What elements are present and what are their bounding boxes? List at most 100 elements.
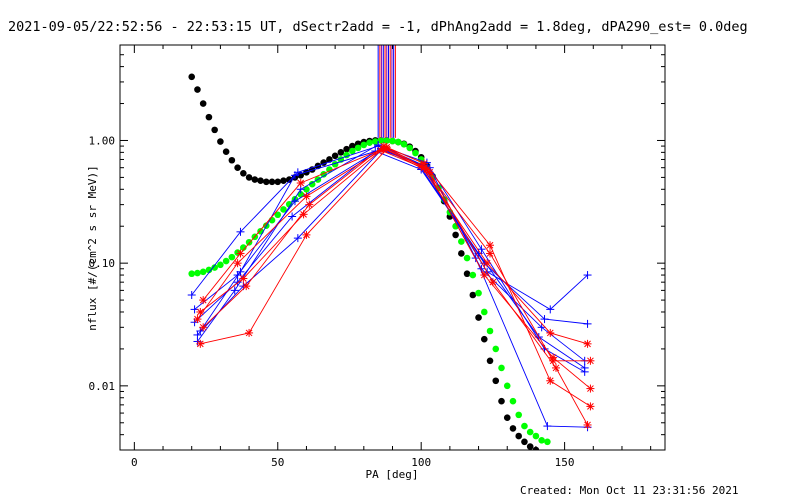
data-point: [463, 270, 471, 278]
data-point: [549, 353, 558, 362]
data-point: [337, 149, 345, 156]
data-point: [394, 138, 402, 146]
series-line: [191, 145, 588, 325]
data-point: [242, 282, 251, 291]
data-point: [280, 177, 287, 184]
data-point: [240, 244, 247, 251]
data-point: [236, 249, 245, 258]
data-point: [222, 148, 230, 155]
series-10: [196, 146, 595, 393]
data-point: [274, 211, 282, 219]
series-line: [200, 148, 591, 362]
data-point: [280, 206, 287, 213]
data-point: [586, 402, 595, 411]
data-point: [486, 241, 495, 250]
data-point: [211, 264, 218, 271]
data-point: [412, 149, 419, 157]
data-point: [537, 323, 546, 332]
data-point: [228, 156, 236, 164]
series-line: [197, 144, 588, 342]
data-point: [492, 345, 500, 353]
data-point: [586, 356, 595, 365]
data-point: [331, 152, 339, 160]
data-point: [583, 319, 592, 328]
x-tick-label: 150: [555, 456, 575, 469]
series-line: [197, 146, 588, 428]
data-point: [477, 245, 486, 254]
data-point: [486, 249, 495, 258]
data-point: [540, 315, 549, 324]
data-point: [546, 376, 555, 385]
data-point: [543, 422, 552, 431]
data-point: [389, 137, 396, 145]
vertical-lines: [377, 45, 396, 138]
series-5: [193, 143, 592, 432]
data-point: [230, 286, 239, 295]
data-point: [360, 141, 368, 149]
data-point: [544, 438, 551, 446]
data-point: [199, 100, 207, 107]
axes: 0 50 100 150 0.01 0.10 1.00: [89, 44, 665, 469]
data-point: [302, 230, 311, 239]
data-point: [463, 254, 471, 262]
data-point: [245, 174, 253, 181]
data-point: [546, 328, 555, 337]
data-point: [515, 411, 523, 419]
data-point: [257, 177, 264, 184]
series-12: [193, 144, 592, 429]
data-point: [400, 141, 408, 148]
data-point: [480, 271, 489, 280]
data-point: [187, 291, 196, 300]
data-point: [349, 142, 356, 150]
data-point: [583, 420, 592, 429]
data-point: [245, 328, 254, 337]
y-axis-label: nflux [#/(cm^2 s sr MeV)]: [86, 165, 99, 331]
data-point: [583, 339, 592, 348]
data-point: [228, 253, 236, 261]
data-point: [475, 289, 482, 297]
data-point: [188, 73, 196, 81]
data-point: [234, 164, 241, 171]
data-point: [383, 137, 391, 144]
y-tick-label: 1.00: [89, 134, 116, 147]
data-point: [492, 377, 500, 385]
data-point: [326, 166, 333, 173]
data-point: [308, 180, 316, 188]
data-point: [371, 138, 379, 145]
data-point: [420, 159, 429, 168]
chart-title: 2021-09-05/22:52:56 - 22:53:15 UT, dSect…: [8, 19, 748, 35]
series-line: [194, 150, 585, 369]
data-point: [458, 250, 465, 257]
data-point: [240, 170, 247, 177]
data-point: [274, 178, 282, 186]
data-point: [452, 231, 459, 239]
series-line: [199, 149, 585, 373]
data-point: [296, 179, 305, 188]
data-point: [199, 296, 208, 305]
series-11: [199, 143, 595, 411]
data-point: [343, 145, 350, 153]
series-line: [202, 146, 591, 407]
data-point: [288, 212, 297, 221]
data-point: [521, 438, 528, 446]
data-point: [236, 227, 245, 236]
data-point: [205, 266, 213, 274]
series-line: [200, 149, 591, 389]
data-point: [586, 384, 595, 393]
data-point: [236, 267, 245, 276]
data-point: [262, 178, 270, 186]
data-point: [469, 271, 477, 279]
data-point: [196, 339, 205, 348]
data-point: [193, 315, 202, 324]
data-point: [538, 436, 545, 444]
data-point: [377, 137, 385, 144]
data-point: [580, 367, 589, 376]
data-point: [486, 327, 494, 335]
y-tick-label: 0.10: [89, 257, 116, 270]
created-footer: Created: Mon Oct 11 23:31:56 2021: [520, 484, 739, 497]
data-point: [233, 259, 242, 268]
data-point: [299, 210, 308, 219]
data-point: [483, 259, 492, 268]
data-point: [205, 113, 213, 121]
x-tick-label: 100: [411, 456, 431, 469]
